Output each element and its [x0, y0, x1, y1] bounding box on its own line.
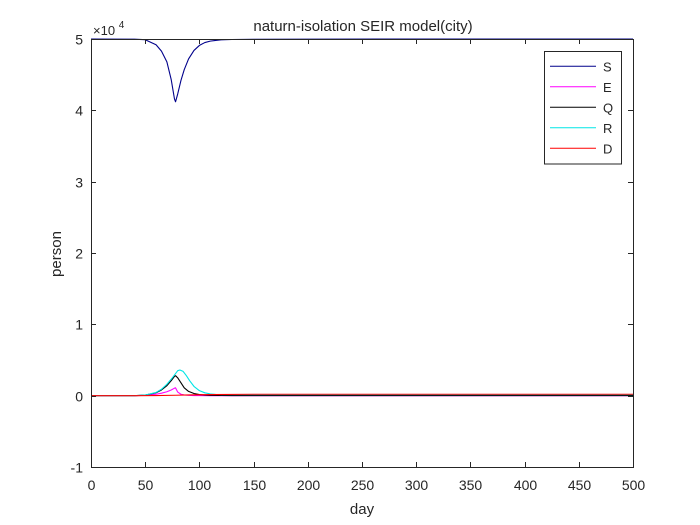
y-axis-exponent-power: 4	[119, 20, 125, 31]
x-tick-label: 300	[405, 477, 429, 493]
x-tick-label: 100	[188, 477, 212, 493]
x-tick-label: 200	[297, 477, 321, 493]
legend-label-q: Q	[603, 100, 613, 115]
series-layer	[90, 38, 634, 397]
series-line-d	[91, 393, 633, 397]
x-tick-label: 350	[459, 477, 483, 493]
y-tick-label: 0	[75, 389, 83, 405]
legend-label-e: E	[603, 80, 612, 95]
y-axis-label: person	[48, 231, 65, 277]
x-tick-label: 0	[88, 477, 96, 493]
y-axis-exponent-base: ×10	[93, 23, 115, 38]
x-axis: 0 50 100 150 200 250 300 350 400 450 500	[88, 39, 646, 493]
y-tick-label: -1	[71, 460, 84, 476]
legend-label-r: R	[603, 121, 612, 136]
chart-title: naturn-isolation SEIR model(city)	[253, 18, 472, 35]
x-axis-label: day	[350, 501, 375, 518]
y-axis-exponent: ×10 4	[93, 20, 125, 38]
y-axis: -1 0 1 2 3 4 5	[71, 32, 633, 476]
legend-label-d: D	[603, 141, 612, 156]
y-tick-label: 1	[75, 317, 83, 333]
y-tick-label: 2	[75, 246, 83, 262]
x-tick-label: 250	[351, 477, 375, 493]
x-tick-label: 450	[568, 477, 592, 493]
x-tick-label: 400	[514, 477, 538, 493]
y-tick-label: 5	[75, 32, 83, 48]
legend-label-s: S	[603, 59, 612, 74]
x-tick-label: 50	[138, 477, 154, 493]
x-tick-label: 500	[622, 477, 646, 493]
y-tick-label: 3	[75, 175, 83, 191]
y-tick-label: 4	[75, 103, 83, 119]
x-tick-label: 150	[243, 477, 267, 493]
